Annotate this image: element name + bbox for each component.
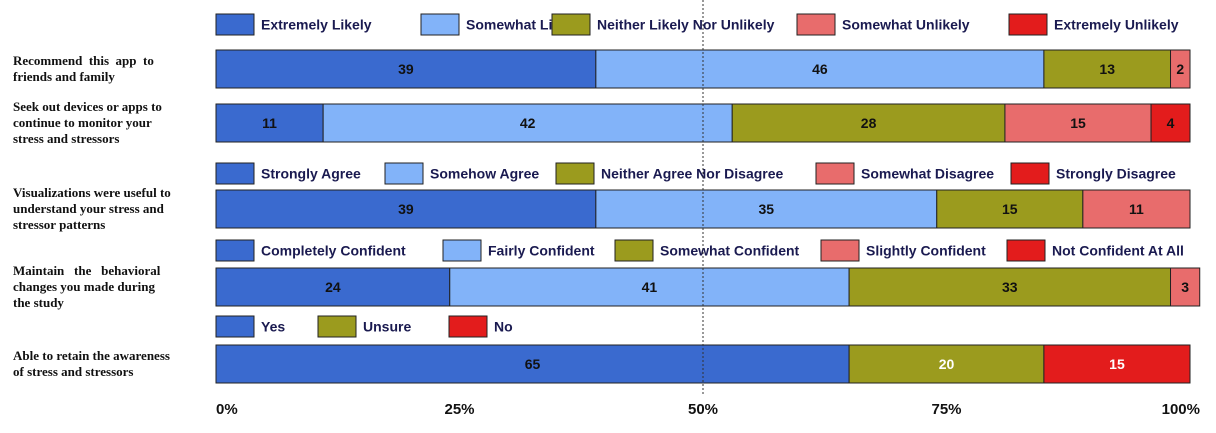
legend-label: Completely Confident	[261, 243, 406, 259]
data-label: 2	[1176, 61, 1184, 77]
x-tick-label: 100%	[1162, 401, 1200, 418]
data-label: 35	[759, 201, 775, 217]
legend-label: Yes	[261, 319, 285, 335]
data-label: 41	[642, 279, 658, 295]
bar-segment	[731, 103, 1006, 143]
question-label: changes you made during	[13, 279, 155, 294]
data-label: 28	[861, 115, 877, 131]
legend-label: No	[494, 319, 513, 335]
legend-label: Neither Agree Nor Disagree	[601, 166, 784, 182]
legend-swatch	[317, 315, 357, 338]
x-axis-ticks: 0% 25% 50% 75% 100%	[216, 401, 1200, 418]
legend-swatch	[1006, 239, 1046, 262]
bar-segment	[595, 189, 938, 229]
legend-label: Slightly Confident	[866, 243, 986, 259]
bar-segment	[1043, 49, 1172, 89]
bar-segment	[322, 103, 733, 143]
question-label: understand your stress and	[13, 201, 165, 216]
legend-label: Neither Likely Nor Unlikely	[597, 17, 775, 33]
legend-label: Somehow Agree	[430, 166, 539, 182]
question-label: friends and family	[13, 69, 115, 84]
data-label: 65	[525, 356, 541, 372]
data-label: 46	[812, 61, 828, 77]
data-label: 15	[1002, 201, 1018, 217]
legend-swatch	[442, 239, 482, 262]
question-label: stress and stressors	[13, 131, 119, 146]
bar-segment	[1082, 189, 1191, 229]
legend-label: Strongly Disagree	[1056, 166, 1176, 182]
legend-label: Strongly Agree	[261, 166, 361, 182]
data-label: 11	[262, 115, 277, 131]
x-tick-label: 0%	[216, 401, 238, 418]
legend-swatch	[420, 13, 460, 36]
question-label: of stress and stressors	[13, 364, 134, 379]
data-label: 3	[1181, 279, 1189, 295]
legend-label: Fairly Confident	[488, 243, 595, 259]
question-label: continue to monitor your	[13, 115, 152, 130]
legend-swatch	[215, 162, 255, 185]
bar-segment	[215, 344, 850, 384]
data-label: 42	[520, 115, 536, 131]
data-label: 13	[1099, 61, 1115, 77]
question-label: stressor patterns	[13, 217, 105, 232]
x-tick-label: 50%	[688, 401, 718, 418]
question-label: Recommend this app to	[13, 53, 154, 68]
bar-segment	[1004, 103, 1152, 143]
bar-segment	[1150, 103, 1191, 143]
legend-label: Not Confident At All	[1052, 243, 1184, 259]
data-label: 15	[1070, 115, 1086, 131]
bar-segment	[848, 344, 1045, 384]
question-label: Seek out devices or apps to	[13, 99, 162, 114]
bar-segment	[595, 49, 1045, 89]
legend-swatch	[551, 13, 591, 36]
legends-layer: Extremely Likely Somewhat Likely Neither L…	[215, 13, 1184, 338]
legend-label: Extremely Likely	[261, 17, 372, 33]
question-label: Visualizations were useful to	[13, 185, 171, 200]
bar-segment	[936, 189, 1084, 229]
legend-swatch	[1008, 13, 1048, 36]
legend-swatch	[1010, 162, 1050, 185]
legend-swatch	[820, 239, 860, 262]
question-label: Maintain the behavioral	[13, 263, 161, 278]
data-label: 20	[939, 356, 955, 372]
data-label: 4	[1167, 115, 1175, 131]
bar-segment	[1170, 49, 1191, 89]
legend-label: Unsure	[363, 319, 411, 335]
data-label: 39	[398, 61, 414, 77]
x-tick-label: 75%	[931, 401, 961, 418]
legend-swatch	[215, 239, 255, 262]
legend-label: Somewhat Confident	[660, 243, 800, 259]
legend-swatch	[215, 13, 255, 36]
question-label: the study	[13, 295, 64, 310]
legend-label: Somewhat Likely	[466, 17, 580, 33]
bar-segment	[1170, 267, 1201, 307]
bar-segment	[1043, 344, 1191, 384]
bar-segment	[215, 189, 597, 229]
bar-segment	[848, 267, 1172, 307]
legend-label: Extremely Unlikely	[1054, 17, 1179, 33]
question-label: Able to retain the awareness	[13, 348, 170, 363]
legend-swatch	[448, 315, 488, 338]
data-label: 24	[325, 279, 341, 295]
legend-swatch	[815, 162, 855, 185]
bar-segment	[215, 103, 324, 143]
bar-segment	[215, 267, 451, 307]
data-label: 33	[1002, 279, 1018, 295]
bar-segment	[215, 49, 597, 89]
legend-swatch	[215, 315, 255, 338]
legend-swatch	[614, 239, 654, 262]
legend-label: Somewhat Disagree	[861, 166, 994, 182]
x-tick-label: 25%	[444, 401, 474, 418]
legend-swatch	[384, 162, 424, 185]
data-label: 15	[1109, 356, 1125, 372]
legend-swatch	[555, 162, 595, 185]
data-label: 11	[1129, 201, 1144, 217]
legend-swatch	[796, 13, 836, 36]
data-label: 39	[398, 201, 414, 217]
legend-label: Somewhat Unlikely	[842, 17, 970, 33]
